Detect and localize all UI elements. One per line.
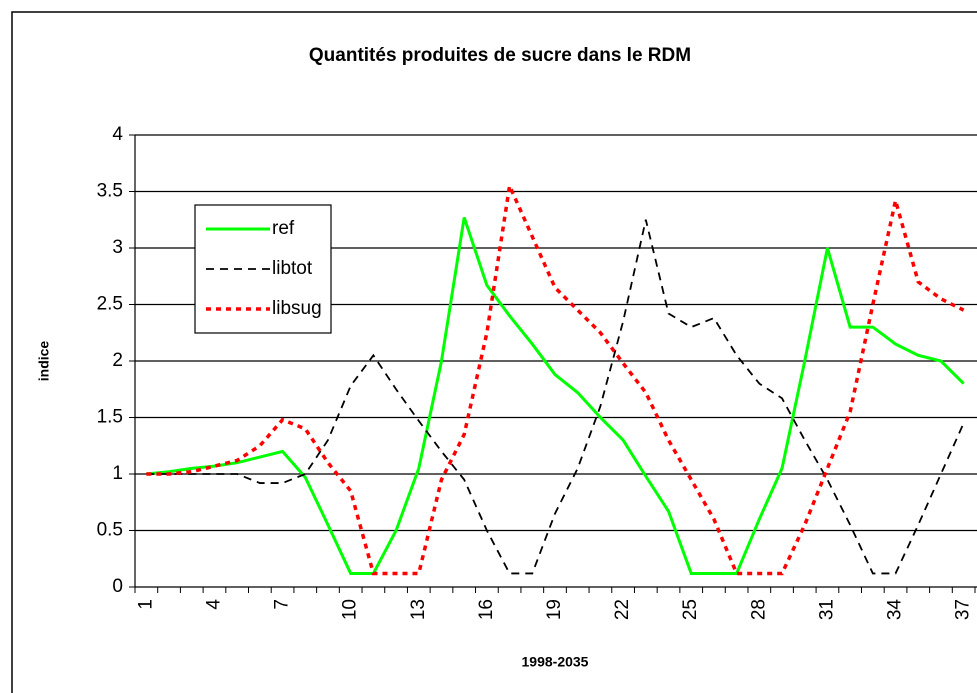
y-tick-label: 4 <box>112 124 123 145</box>
x-tick-label: 34 <box>885 599 906 621</box>
y-tick-label: 3.5 <box>97 181 123 202</box>
x-tick-label: 16 <box>476 599 497 620</box>
legend-label: libsug <box>272 298 322 319</box>
x-tick-label: 13 <box>408 599 429 620</box>
series-line <box>146 179 965 576</box>
x-tick-label: 1 <box>135 599 156 610</box>
y-axis-label: indice <box>36 341 52 382</box>
y-tick-label: 2.5 <box>97 294 123 315</box>
legend-label: ref <box>272 218 295 239</box>
x-tick-label: 22 <box>612 599 633 620</box>
x-tick-label: 37 <box>953 599 974 620</box>
y-tick-label: 1.5 <box>97 407 123 428</box>
y-tick-label: 1 <box>112 463 123 484</box>
y-tick-label: 3 <box>112 237 123 258</box>
x-tick-label: 7 <box>272 599 293 610</box>
y-tick-label: 0.5 <box>97 520 123 541</box>
series-line <box>146 217 965 575</box>
x-tick-label: 28 <box>748 599 769 620</box>
series-line <box>146 219 965 575</box>
x-axis-label: 1998-2035 <box>522 654 589 670</box>
y-tick-label: 2 <box>112 350 123 371</box>
chart-title: Quantités produites de sucre dans le RDM <box>309 45 691 66</box>
x-tick-label: 25 <box>680 599 701 620</box>
x-tick-label: 4 <box>203 599 224 610</box>
legend: ref libtot libsug <box>194 204 332 334</box>
chart-frame <box>11 11 977 693</box>
x-tick-label: 31 <box>816 599 837 620</box>
x-tick-label: 10 <box>340 599 361 620</box>
legend-label: libtot <box>272 258 313 279</box>
y-tick-label: 0 <box>112 576 123 597</box>
x-tick-label: 19 <box>544 599 565 620</box>
